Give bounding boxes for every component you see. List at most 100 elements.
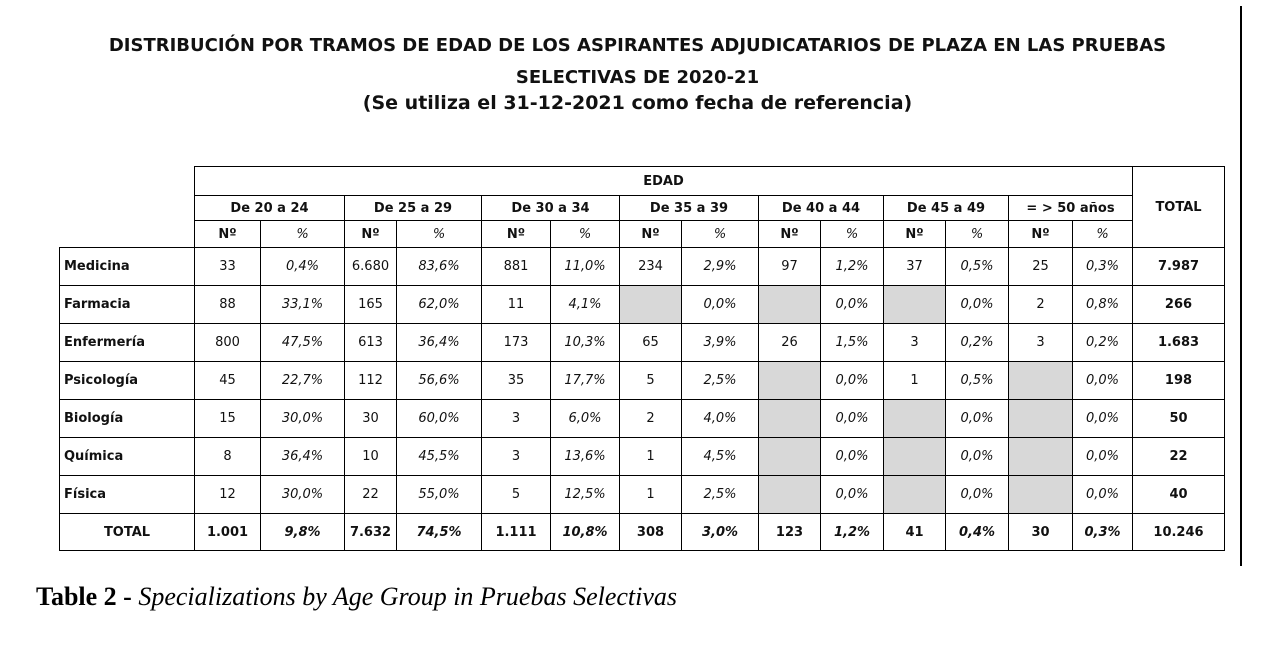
count-cell: 3 [481, 399, 551, 438]
percent-cell: 36,4% [396, 323, 482, 362]
figure-caption: Table 2 - Specializations by Age Group i… [36, 582, 677, 612]
empty-cell [619, 285, 682, 324]
percent-cell: 0,0% [820, 437, 884, 476]
percent-subheader: % [681, 220, 759, 248]
count-cell: 8 [194, 437, 261, 476]
percent-cell: 17,7% [550, 361, 620, 400]
percent-cell: 3,9% [681, 323, 759, 362]
percent-cell: 12,5% [550, 475, 620, 514]
count-cell: 1 [619, 475, 682, 514]
row-label: Psicología [59, 361, 195, 400]
edad-header: EDAD [194, 166, 1133, 196]
total-row: TOTAL 1.001 9,8% 7.632 74,5% 1.111 10,8% 308 3,0… [59, 513, 1225, 551]
table-row: Física 12 30,0% 22 55,0% 5 12,5% 1 2,5% 0,0% 0,0% 0… [59, 475, 1225, 514]
row-label: Medicina [59, 247, 195, 286]
percent-cell: 30,0% [260, 399, 345, 438]
row-label: Enfermería [59, 323, 195, 362]
empty-cell [758, 361, 821, 400]
caption-text: Specializations by Age Group in Pruebas … [138, 582, 678, 611]
count-cell: 6.680 [344, 247, 397, 286]
empty-cell [758, 475, 821, 514]
percent-cell: 0,0% [820, 285, 884, 324]
count-cell: 10 [344, 437, 397, 476]
percent-cell: 13,6% [550, 437, 620, 476]
count-cell: 2 [619, 399, 682, 438]
percent-cell: 47,5% [260, 323, 345, 362]
count-cell: 3 [1008, 323, 1073, 362]
percent-cell: 55,0% [396, 475, 482, 514]
percent-cell: 33,1% [260, 285, 345, 324]
percent-cell: 0,8% [1072, 285, 1133, 324]
age-group-header: De 25 a 29 [344, 195, 482, 221]
percent-cell: 0,2% [1072, 323, 1133, 362]
percent-cell: 0,0% [1072, 475, 1133, 514]
percent-subheader: % [260, 220, 345, 248]
row-label: Química [59, 437, 195, 476]
count-subheader: Nº [758, 220, 821, 248]
count-cell: 2 [1008, 285, 1073, 324]
count-cell: 45 [194, 361, 261, 400]
row-total-cell: 1.683 [1132, 323, 1225, 362]
total-percent-cell: 1,2% [820, 513, 884, 551]
total-percent-cell: 10,8% [550, 513, 620, 551]
total-percent-cell: 0,3% [1072, 513, 1133, 551]
percent-cell: 0,0% [820, 361, 884, 400]
grand-total-cell: 10.246 [1132, 513, 1225, 551]
empty-cell [1008, 437, 1073, 476]
percent-cell: 0,5% [945, 247, 1009, 286]
count-subheader: Nº [344, 220, 397, 248]
total-count-cell: 1.001 [194, 513, 261, 551]
count-subheader: Nº [619, 220, 682, 248]
count-subheader: Nº [1008, 220, 1073, 248]
empty-cell [1008, 399, 1073, 438]
percent-subheader: % [945, 220, 1009, 248]
blank-corner-cell [60, 196, 195, 221]
percent-subheader: % [396, 220, 482, 248]
percent-subheader: % [550, 220, 620, 248]
total-count-cell: 1.111 [481, 513, 551, 551]
percent-cell: 0,0% [1072, 361, 1133, 400]
percent-cell: 62,0% [396, 285, 482, 324]
count-cell: 97 [758, 247, 821, 286]
empty-cell [883, 475, 946, 514]
percent-cell: 0,0% [1072, 399, 1133, 438]
percent-cell: 0,4% [260, 247, 345, 286]
total-percent-cell: 0,4% [945, 513, 1009, 551]
percent-cell: 4,1% [550, 285, 620, 324]
percent-cell: 0,0% [681, 285, 759, 324]
count-cell: 30 [344, 399, 397, 438]
percent-cell: 0,3% [1072, 247, 1133, 286]
table-row: Química 8 36,4% 10 45,5% 3 13,6% 1 4,5% 0,0% 0,0% 0… [59, 437, 1225, 476]
page-border-line [1240, 6, 1242, 566]
percent-cell: 45,5% [396, 437, 482, 476]
percent-cell: 30,0% [260, 475, 345, 514]
percent-cell: 0,0% [945, 399, 1009, 438]
count-subheader: Nº [481, 220, 551, 248]
table-title: DISTRIBUCIÓN POR TRAMOS DE EDAD DE LOS A… [40, 30, 1235, 94]
percent-cell: 2,5% [681, 361, 759, 400]
count-cell: 26 [758, 323, 821, 362]
table-subtitle: (Se utiliza el 31-12-2021 como fecha de … [362, 92, 913, 114]
percent-cell: 1,2% [820, 247, 884, 286]
count-cell: 35 [481, 361, 551, 400]
count-cell: 1 [619, 437, 682, 476]
table-body: EDAD TOTAL De 20 a 24 De 25 a 29 De 30 a 3… [59, 166, 1225, 551]
row-label: Biología [59, 399, 195, 438]
caption-label: Table 2 - [36, 582, 132, 611]
row-label: Física [59, 475, 195, 514]
total-count-cell: 308 [619, 513, 682, 551]
percent-cell: 0,0% [820, 475, 884, 514]
table-row: Farmacia 88 33,1% 165 62,0% 11 4,1% 0,0% 0,0% 0,0… [59, 285, 1225, 324]
count-subheader: Nº [194, 220, 261, 248]
percent-cell: 11,0% [550, 247, 620, 286]
row-total-cell: 266 [1132, 285, 1225, 324]
percent-subheader: % [1072, 220, 1133, 248]
total-percent-cell: 9,8% [260, 513, 345, 551]
count-cell: 3 [481, 437, 551, 476]
count-cell: 112 [344, 361, 397, 400]
row-total-cell: 40 [1132, 475, 1225, 514]
count-cell: 234 [619, 247, 682, 286]
percent-cell: 0,0% [1072, 437, 1133, 476]
percent-cell: 1,5% [820, 323, 884, 362]
count-cell: 37 [883, 247, 946, 286]
